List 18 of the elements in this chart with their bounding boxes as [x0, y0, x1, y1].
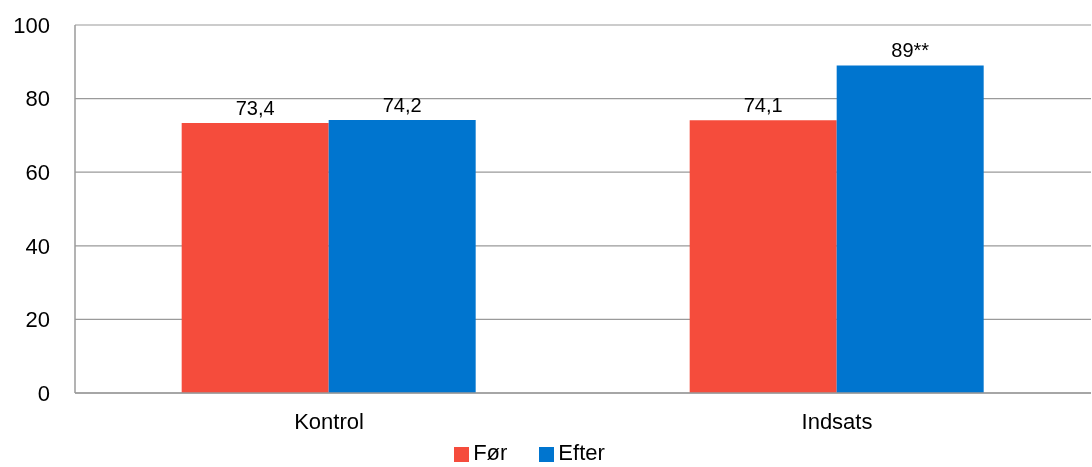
- data-label: 73,4: [235, 96, 275, 119]
- x-tick-label: Kontrol: [294, 408, 364, 434]
- data-label: 89**: [891, 39, 930, 62]
- y-tick-label: 20: [25, 307, 50, 333]
- y-tick-label: 60: [25, 160, 50, 186]
- bar: [181, 122, 329, 393]
- bar: [689, 120, 837, 393]
- data-label: 74,1: [743, 94, 783, 117]
- data-label: 74,2: [382, 93, 422, 116]
- bar: [328, 119, 476, 393]
- legend-label: Før: [473, 440, 508, 465]
- y-tick-label: 80: [25, 86, 50, 112]
- legend-label: Efter: [558, 440, 605, 465]
- bar: [836, 65, 984, 393]
- y-tick-label: 0: [37, 380, 50, 406]
- y-tick-label: 40: [25, 233, 50, 259]
- y-tick-label: 100: [13, 12, 50, 38]
- x-tick-label: Indsats: [801, 408, 873, 434]
